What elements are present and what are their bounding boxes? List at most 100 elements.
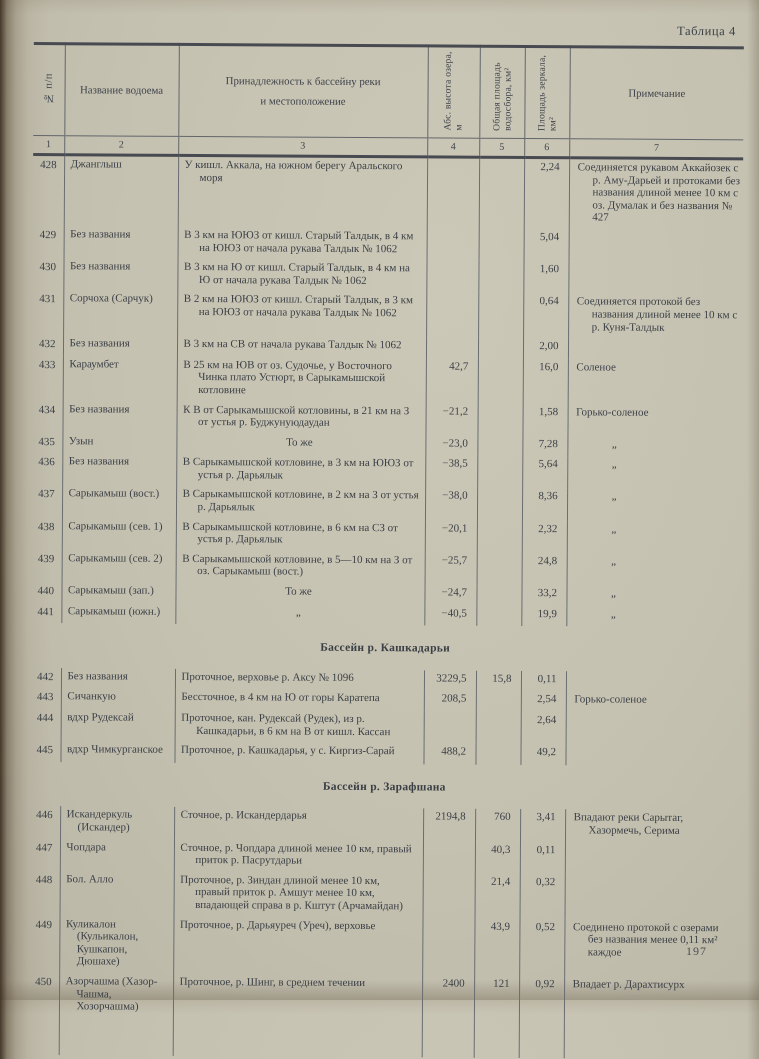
filler-cell bbox=[518, 1020, 564, 1058]
table-row: 434 Без названия К В от Сарыкамышской котл… bbox=[31, 400, 742, 438]
column-number: 2 bbox=[64, 135, 179, 156]
cell-basin-area bbox=[476, 552, 522, 586]
table-row: 428 Джанглыш У кишл. Аккала, на южном бере… bbox=[33, 154, 744, 231]
cell-name: Чопдара bbox=[59, 838, 174, 872]
cell-location: В Сарыкамышской котловине, в 3 км на ЮЮЗ… bbox=[176, 454, 426, 488]
table-caption: Таблица 4 bbox=[677, 23, 736, 39]
cell-height: 2194,8 bbox=[422, 808, 476, 842]
table-row: 431 Сорчоха (Сарчук) В 2 км на ЮЮЗ от кишл… bbox=[32, 290, 743, 340]
cell-name: Сичанкую bbox=[60, 688, 175, 710]
cell-location: То же bbox=[175, 582, 425, 606]
cell-mirror-area: 2,32 bbox=[521, 520, 567, 554]
table-body: 428 Джанглыш У кишл. Аккала, на южном бере… bbox=[28, 154, 744, 1059]
cell-note: Впадает р. Дарахтисурх bbox=[563, 976, 739, 1023]
cell-number: 450 bbox=[35, 975, 52, 989]
cell-basin-area: 40,3 bbox=[474, 841, 520, 874]
cell-mirror-area: 0,52 bbox=[519, 918, 565, 977]
header-number-label: № п/п bbox=[43, 72, 55, 104]
cell-mirror-area: 2,64 bbox=[520, 711, 566, 745]
cell-note: „ bbox=[566, 585, 741, 607]
cell-height: −38,5 bbox=[425, 455, 478, 489]
header-cell-number: № п/п bbox=[33, 43, 65, 136]
cell-name: Сарыкамыш (вост.) bbox=[61, 485, 177, 519]
cell-number: 446 bbox=[36, 809, 53, 822]
cell-mirror-area: 19,9 bbox=[521, 605, 567, 627]
filler-cell bbox=[28, 1018, 59, 1055]
cell-name: Сарыкамыш (сев. 2) bbox=[61, 550, 176, 583]
cell-height: −20,1 bbox=[424, 520, 477, 553]
cell-location: В 3 км на СВ от начала рукава Талдык № 1… bbox=[176, 336, 427, 359]
cell-name: Караумбет bbox=[62, 355, 177, 402]
cell-number: 444 bbox=[36, 712, 54, 725]
cell-note: „ bbox=[566, 488, 742, 522]
cell-name: Узын bbox=[62, 432, 177, 455]
cell-basin-area bbox=[476, 488, 523, 521]
cell-note: Соединяется протокой без названия длиной… bbox=[568, 293, 743, 340]
cell-height bbox=[422, 873, 475, 919]
cell-note bbox=[564, 841, 739, 876]
header-height-label: Абс. высота озера, м bbox=[442, 51, 465, 131]
cell-location: То же bbox=[176, 433, 426, 456]
cell-basin-area bbox=[475, 711, 521, 745]
cell-name: вдхр Чимкурганское bbox=[60, 741, 175, 763]
cell-number: 432 bbox=[38, 338, 56, 351]
filler-cell bbox=[172, 1018, 422, 1058]
cell-number: 448 bbox=[35, 873, 53, 886]
column-number: 1 bbox=[33, 135, 65, 155]
cell-note bbox=[565, 712, 740, 746]
table-row: 449 Куликалон (Кульикалон, Кушкапон, Дюша… bbox=[28, 915, 739, 978]
cell-basin-area: 760 bbox=[474, 809, 521, 842]
cell-note: Горько-соленое bbox=[565, 691, 740, 714]
cell-note: Впадают реки Сарытаг, Хазормечь, Серима bbox=[564, 809, 740, 843]
cell-basin-area bbox=[476, 520, 522, 553]
table-row: 429 Без названия В 3 км на ЮЮЗ от кишл. Ст… bbox=[33, 226, 743, 263]
cell-mirror-area: 0,11 bbox=[519, 841, 565, 875]
cell-number: 429 bbox=[39, 229, 57, 242]
table-row: 436 Без названия В Сарыкамышской котловине… bbox=[31, 453, 742, 490]
section-title-row: Бассейн р. Зарафшана bbox=[29, 762, 739, 811]
cell-location: В Сарыкамышской котловине, в 2 км на З о… bbox=[175, 486, 426, 521]
cell-mirror-area: 2,24 bbox=[523, 157, 570, 230]
cell-note bbox=[568, 229, 743, 263]
section-title-row: Бассейн р. Кашкадарьи bbox=[30, 623, 740, 672]
table-row: 430 Без названия В 3 км на Ю от кишл. Стар… bbox=[32, 258, 743, 295]
cell-height bbox=[426, 260, 479, 294]
cell-height bbox=[423, 711, 476, 744]
table-row: 438 Сарыкамыш (сев. 1) В Сарыкамышской кот… bbox=[31, 517, 741, 555]
header-cell-height: Абс. высота озера, м bbox=[427, 45, 480, 139]
column-number: 4 bbox=[427, 137, 480, 158]
cell-name: Сорчоха (Сарчук) bbox=[63, 290, 178, 337]
cell-number: 428 bbox=[40, 159, 57, 172]
cell-note bbox=[567, 338, 743, 361]
table-row: 446 Искандеркуль (Искандер) Сточное, р. Ис… bbox=[29, 806, 740, 843]
table-row: 433 Караумбет В 25 км на ЮВ от оз. Судочье… bbox=[32, 355, 742, 405]
header-cell-basin-area: Общая площадь водосбора, км² bbox=[479, 46, 525, 139]
column-number: 5 bbox=[479, 138, 525, 158]
cell-height bbox=[425, 337, 479, 359]
section-title: Бассейн р. Зарафшана bbox=[322, 780, 446, 794]
cell-number: 447 bbox=[35, 841, 53, 854]
header-cell-mirror-area: Площадь зеркала, км² bbox=[524, 46, 570, 139]
cell-basin-area bbox=[475, 743, 521, 765]
scanned-page: Таблица 4 № п/п Название водоема Принадл… bbox=[27, 20, 748, 1059]
cell-name: Сарыкамыш (сев. 1) bbox=[61, 517, 176, 551]
cell-basin-area bbox=[475, 691, 521, 712]
cell-location: В Сарыкамышской котловине, в 6 км на СЗ … bbox=[175, 518, 425, 553]
cell-name: Джанглыш bbox=[63, 154, 179, 227]
cell-name: Без названия bbox=[63, 226, 178, 260]
cell-number: 445 bbox=[36, 744, 54, 757]
table-row: 448 Бол. Алло Проточное, р. Зиндан длиной … bbox=[29, 870, 739, 920]
cell-note: „ bbox=[566, 520, 741, 555]
cell-mirror-area: 1,60 bbox=[523, 261, 569, 294]
header-location-line2: и местоположение bbox=[260, 94, 346, 108]
cell-basin-area: 15,8 bbox=[475, 670, 522, 692]
cell-name: Без названия bbox=[62, 400, 177, 434]
cell-basin-area bbox=[477, 337, 524, 359]
cell-note: „ bbox=[567, 456, 742, 490]
cell-note: „ bbox=[566, 605, 741, 628]
cell-basin-area: 43,9 bbox=[474, 918, 520, 976]
cell-height: −25,7 bbox=[424, 552, 477, 585]
cell-height: 208,5 bbox=[423, 690, 476, 712]
cell-height: −23,0 bbox=[425, 435, 478, 456]
cell-mirror-area: 24,8 bbox=[521, 552, 567, 586]
